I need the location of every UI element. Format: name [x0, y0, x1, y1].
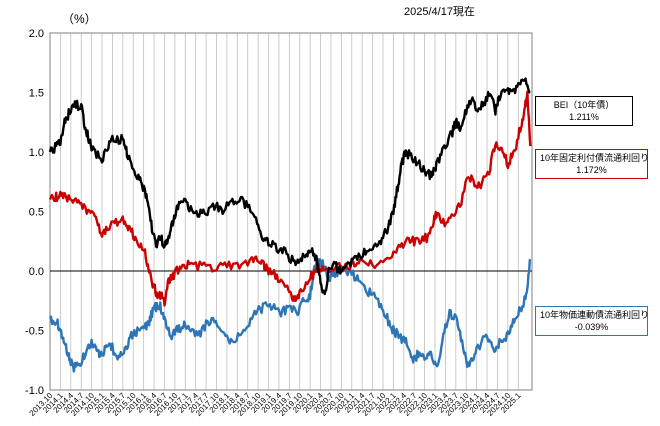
as-of-date: 2025/4/17現在 — [404, 6, 475, 18]
y-tick-label: -0.5 — [25, 326, 44, 338]
legend-bei-value: 1.211% — [569, 112, 599, 122]
y-tick-label: 1.5 — [29, 88, 44, 100]
y-tick-label: 0.0 — [29, 266, 44, 278]
y-tick-label: 1.0 — [29, 147, 44, 159]
plot-border — [49, 32, 533, 391]
x-axis-tick-labels: 2013.102014.12014.42014.72014.102015.120… — [28, 391, 523, 418]
legend-inflation-linked: 10年物価連動債流通利回り -0.039% — [535, 306, 650, 336]
legend-bei: BEI（10年債） 1.211% — [535, 96, 633, 126]
legend-bei-name: BEI（10年債） — [553, 100, 615, 110]
series-line-fixed-yield — [48, 90, 532, 307]
y-tick-label: 0.5 — [29, 207, 44, 219]
y-axis-tick-labels: 2.0 1.5 1.0 0.5 0.0 -0.5 -1.0 — [25, 28, 44, 397]
y-tick-label: 2.0 — [29, 28, 44, 40]
legend-fixed-yield-name: 10年固定利付債流通利回り — [540, 153, 650, 163]
chart-axes — [49, 32, 533, 391]
legend-fixed-yield: 10年固定利付債流通利回り 1.172% — [535, 149, 650, 179]
chart-gridlines — [49, 33, 519, 390]
chart-series — [48, 77, 532, 373]
legend-fixed-yield-value: 1.172% — [576, 165, 607, 175]
legend-inflation-linked-value: -0.039% — [574, 322, 609, 332]
series-line-bei — [48, 77, 531, 296]
y-axis-unit: （%） — [62, 12, 97, 26]
legend-inflation-linked-name: 10年物価連動債流通利回り — [540, 310, 650, 320]
series-line-inflation-linked — [48, 257, 532, 373]
y-tick-label: -1.0 — [25, 385, 44, 397]
